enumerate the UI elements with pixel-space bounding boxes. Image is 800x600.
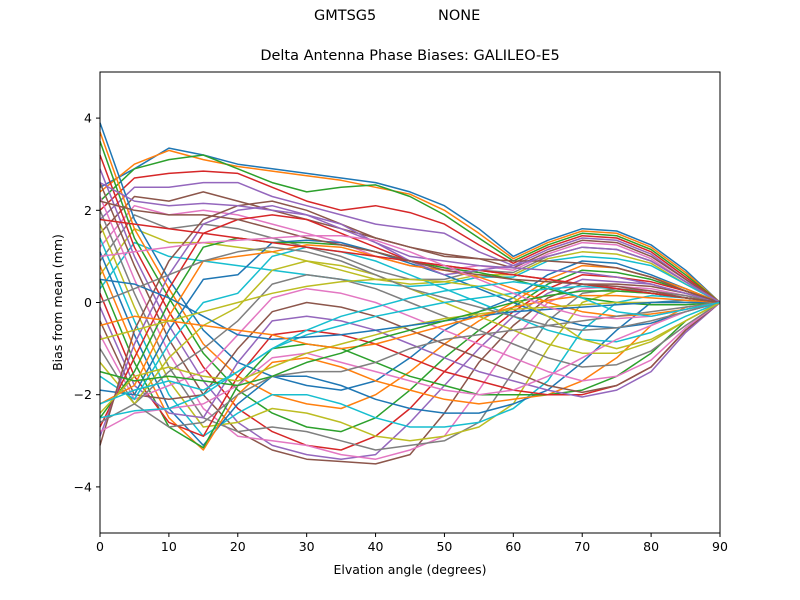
- series-line-s21: [99, 251, 721, 447]
- x-tick-label: 60: [505, 539, 521, 554]
- x-tick-label: 50: [436, 539, 452, 554]
- chart-title: Delta Antenna Phase Biases: GALILEO-E5: [260, 48, 560, 64]
- series-line-s41: [99, 278, 720, 341]
- y-tick-label: −2: [74, 387, 92, 402]
- x-axis-label: Elvation angle (degrees): [333, 562, 486, 577]
- series-line-s04: [99, 170, 721, 304]
- series-line-s02: [99, 149, 721, 304]
- series-layer: [99, 122, 721, 465]
- x-tick-label: 70: [574, 539, 590, 554]
- series-line-s49: [99, 278, 721, 350]
- suptitle-left: GMTSG5: [314, 8, 377, 24]
- x-tick-label: 30: [299, 539, 315, 554]
- series-line-s48: [99, 246, 721, 331]
- y-axis-label: Bias from mean (mm): [50, 234, 65, 371]
- series-line-s47: [99, 234, 721, 320]
- x-tick-label: 80: [643, 539, 659, 554]
- y-tick-label: 4: [84, 111, 92, 126]
- series-line-s22: [99, 265, 721, 451]
- x-tick-label: 90: [712, 539, 728, 554]
- series-line-s35: [99, 204, 721, 437]
- series-line-s37: [99, 301, 721, 433]
- series-line-s43: [99, 290, 721, 387]
- series-line-s28: [99, 274, 721, 405]
- suptitle-right: NONE: [438, 8, 481, 24]
- y-axis: −4 −2 0 2 4: [74, 111, 100, 494]
- x-tick-label: 20: [230, 539, 246, 554]
- x-tick-label: 10: [161, 539, 177, 554]
- y-tick-label: −4: [74, 479, 92, 494]
- series-line-s42: [99, 294, 721, 350]
- y-tick-label: 0: [84, 295, 92, 310]
- series-line-s05: [99, 181, 721, 304]
- suptitle: GMTSG5 NONE: [0, 8, 800, 30]
- x-tick-label: 40: [368, 539, 384, 554]
- series-line-s46: [99, 200, 721, 304]
- series-line-s50: [99, 281, 721, 419]
- y-tick-label: 2: [84, 203, 92, 218]
- series-line-s27: [99, 287, 721, 401]
- series-line-s36: [99, 200, 721, 446]
- series-line-s38: [99, 301, 721, 428]
- series-line-s25: [99, 301, 721, 419]
- series-line-s30: [99, 246, 721, 401]
- x-tick-label: 0: [96, 539, 104, 554]
- x-axis: 0 10 20 30 40 50 60 70 80 90: [96, 533, 728, 554]
- series-line-s03: [99, 154, 721, 304]
